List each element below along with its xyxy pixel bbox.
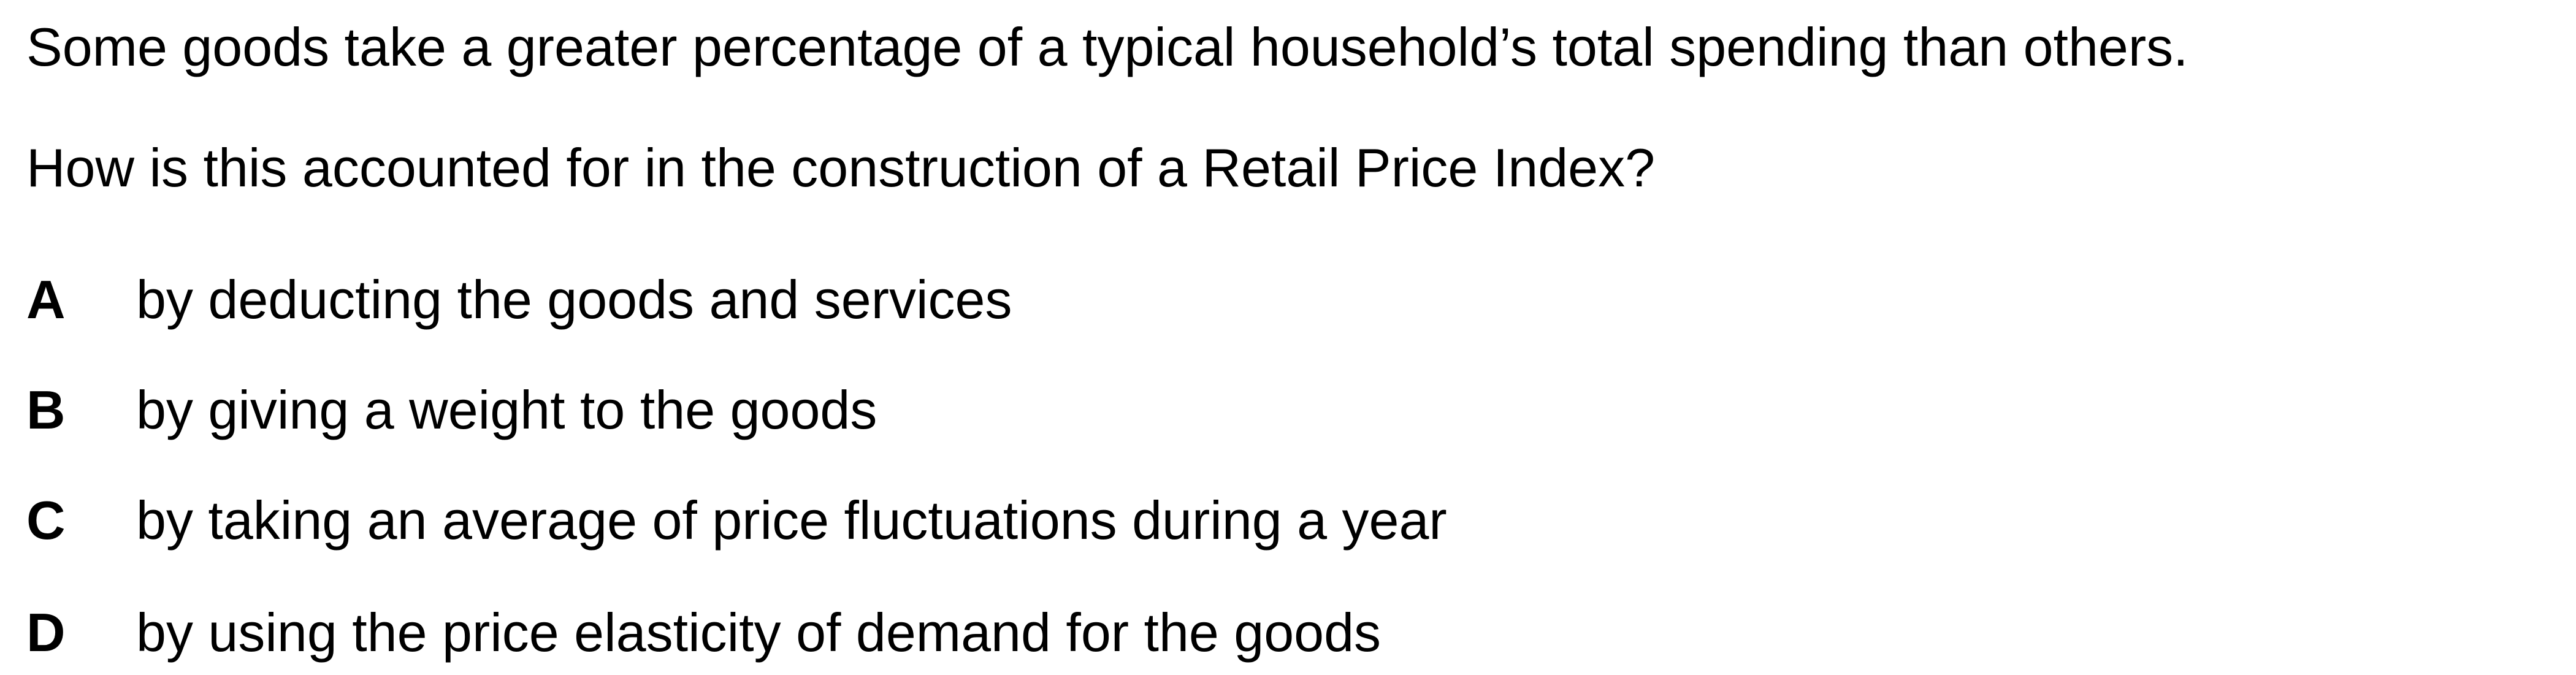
option-text: by using the price elasticity of demand … [136, 602, 1382, 663]
question-prompt: How is this accounted for in the constru… [26, 137, 1656, 198]
option-letter: D [26, 602, 66, 663]
answer-option-a[interactable]: A by deducting the goods and services [0, 273, 2576, 334]
option-letter: B [26, 379, 66, 440]
option-letter: A [26, 269, 66, 330]
question-intro: Some goods take a greater percentage of … [26, 17, 2188, 77]
answer-option-d[interactable]: D by using the price elasticity of deman… [0, 606, 2576, 667]
answer-option-b[interactable]: B by giving a weight to the goods [0, 383, 2576, 444]
option-text: by deducting the goods and services [136, 269, 1012, 330]
option-text: by giving a weight to the goods [136, 379, 877, 440]
option-letter: C [26, 490, 66, 551]
option-text: by taking an average of price fluctuatio… [136, 490, 1447, 551]
answer-option-c[interactable]: C by taking an average of price fluctuat… [0, 494, 2576, 555]
